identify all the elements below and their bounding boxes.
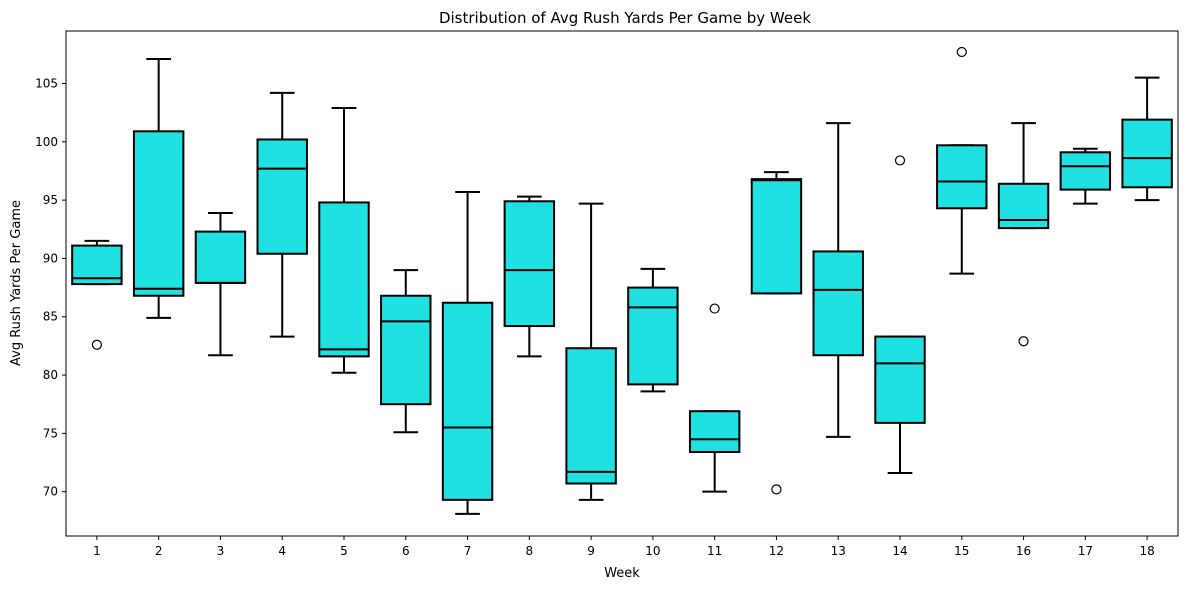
y-tick-label: 70 [43, 485, 58, 499]
box-group-week-8 [503, 195, 556, 358]
box [997, 182, 1050, 230]
box-group-week-2 [132, 57, 185, 319]
box-group-week-6 [380, 269, 432, 434]
x-tick-label: 18 [1139, 544, 1154, 558]
x-tick-label: 14 [892, 544, 907, 558]
x-tick-label: 6 [402, 544, 410, 558]
x-axis-label: Week [604, 566, 640, 581]
box-group-week-11 [688, 303, 741, 493]
outlier-point [91, 339, 102, 350]
box-group-week-17 [1059, 147, 1112, 205]
y-axis-label: Avg Rush Yards Per Game [9, 200, 24, 366]
box [627, 286, 679, 386]
box [441, 301, 494, 501]
outlier-point [709, 303, 720, 314]
box-group-week-7 [441, 190, 494, 515]
box-group-week-14 [874, 155, 926, 475]
box [256, 138, 308, 255]
box-group-week-13 [812, 122, 864, 438]
box [750, 178, 803, 295]
outlier-point [894, 155, 906, 166]
box [565, 347, 617, 485]
outlier-point [956, 46, 967, 58]
y-tick-label: 95 [43, 193, 58, 207]
x-tick-label: 1 [93, 544, 101, 558]
box-group-week-4 [256, 91, 308, 338]
y-tick-label: 85 [43, 310, 58, 324]
y-tick-label: 105 [35, 76, 58, 90]
x-tick-label: 5 [340, 544, 348, 558]
chart-title: Distribution of Avg Rush Yards Per Game … [439, 9, 811, 27]
box [1121, 118, 1173, 189]
box-group-week-10 [627, 267, 679, 393]
box [194, 230, 247, 284]
box [688, 410, 741, 454]
x-tick-label: 16 [1016, 544, 1031, 558]
x-tick-label: 9 [587, 544, 595, 558]
box [132, 130, 185, 297]
box [380, 294, 432, 406]
box-group-week-9 [565, 202, 617, 501]
box [874, 335, 926, 424]
x-tick-label: 4 [278, 544, 286, 558]
box [318, 201, 370, 358]
x-tick-label: 7 [464, 544, 472, 558]
box-group-week-3 [194, 211, 247, 357]
x-tick-label: 12 [769, 544, 784, 558]
x-tick-label: 3 [217, 544, 225, 558]
box-group-week-5 [318, 106, 370, 374]
y-tick-label: 75 [43, 426, 58, 440]
y-tick-label: 90 [43, 251, 58, 265]
x-tick-label: 15 [954, 544, 969, 558]
box [503, 200, 556, 328]
box [936, 144, 988, 210]
box-group-week-15 [936, 46, 988, 275]
box-group-week-1 [71, 239, 123, 350]
x-tick-label: 10 [645, 544, 660, 558]
box [1059, 151, 1112, 191]
box-group-week-16 [997, 122, 1050, 347]
y-tick-label: 80 [43, 368, 58, 382]
x-tick-label: 11 [707, 544, 722, 558]
plot-area [71, 46, 1173, 515]
x-tick-label: 17 [1078, 544, 1093, 558]
box-group-week-18 [1121, 76, 1173, 202]
outlier-point [771, 484, 782, 495]
x-tick-label: 2 [155, 544, 163, 558]
y-tick-label: 100 [35, 135, 58, 149]
plot-frame [65, 30, 1179, 537]
x-tick-label: 13 [831, 544, 846, 558]
x-tick-label: 8 [526, 544, 534, 558]
box-group-week-12 [750, 171, 803, 495]
box [812, 250, 864, 357]
outlier-point [1018, 336, 1029, 347]
